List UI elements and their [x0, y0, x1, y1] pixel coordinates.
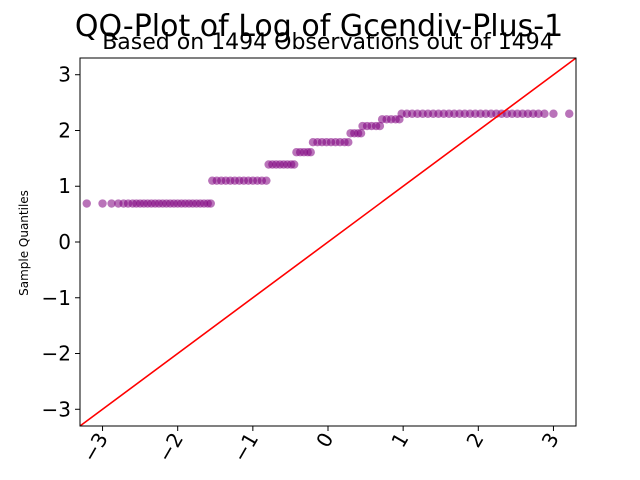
plot-area: [79, 57, 577, 427]
x-tick-label: −3: [77, 429, 113, 467]
data-point: [375, 121, 385, 131]
data-point: [289, 160, 299, 169]
data-point: [540, 109, 549, 118]
x-axis: −3 −2 −1 0 1 2 3: [77, 426, 564, 467]
y-tick-label: 0: [58, 230, 71, 254]
reference-line: [79, 57, 577, 427]
y-axis: −3 −2 −1 0 1 2 3: [42, 63, 80, 421]
data-point: [534, 109, 543, 118]
y-tick-label: −1: [42, 286, 71, 310]
x-tick-label: −2: [153, 429, 189, 467]
y-tick-label: −2: [42, 342, 71, 366]
data-point: [82, 199, 91, 208]
data-point: [98, 199, 107, 208]
x-tick-label: 3: [537, 429, 564, 452]
points-layer: [82, 109, 574, 208]
data-point: [565, 109, 574, 118]
y-tick-label: 1: [58, 174, 71, 198]
chart-subtitle: Based on 1494 Observations out of 1494: [102, 30, 554, 55]
data-point: [306, 148, 315, 157]
x-tick-label: 0: [311, 429, 338, 452]
x-tick-label: −1: [228, 429, 264, 467]
chart-title: QQ-Plot of Log of Gcendiv-Plus-1: [75, 9, 563, 44]
data-point: [107, 199, 116, 208]
data-point: [206, 199, 215, 208]
data-point: [356, 129, 366, 138]
y-axis-label: Sample Quantiles: [17, 190, 31, 296]
y-tick-label: −3: [42, 397, 71, 421]
data-point: [262, 176, 271, 185]
data-point: [549, 109, 558, 118]
data-point: [344, 137, 353, 147]
y-tick-label: 3: [58, 63, 71, 87]
y-tick-label: 2: [58, 118, 71, 142]
x-tick-label: 2: [461, 429, 488, 452]
x-tick-label: 1: [386, 429, 413, 452]
